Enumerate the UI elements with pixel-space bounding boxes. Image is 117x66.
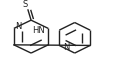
Text: N: N — [15, 22, 22, 31]
Text: HN: HN — [32, 26, 45, 35]
Text: N: N — [63, 43, 69, 52]
Text: S: S — [23, 0, 28, 9]
